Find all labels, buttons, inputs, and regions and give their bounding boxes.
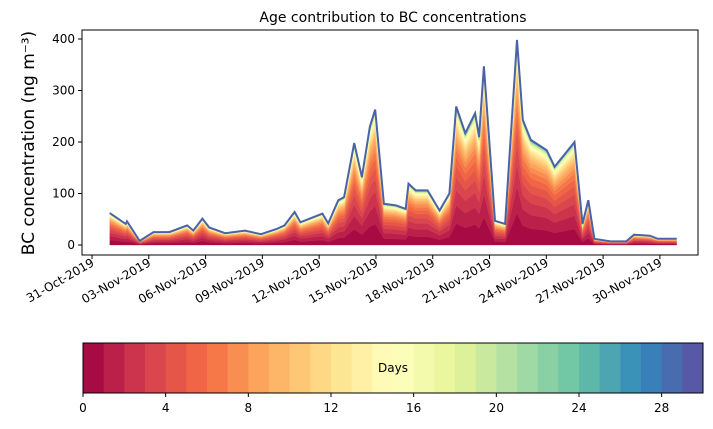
y-tick-label: 300 bbox=[52, 84, 75, 98]
colorbar-bin-17 bbox=[434, 343, 456, 393]
y-axis-label: BC concentration (ng m⁻³) bbox=[19, 31, 39, 255]
colorbar-bin-29 bbox=[682, 343, 704, 393]
colorbar-bin-9 bbox=[269, 343, 291, 393]
colorbar-bin-5 bbox=[186, 343, 208, 393]
colorbar-bin-19 bbox=[475, 343, 497, 393]
colorbar-tick-label: 0 bbox=[79, 401, 87, 415]
colorbar-bin-1 bbox=[103, 343, 125, 393]
colorbar-frame bbox=[82, 342, 704, 394]
colorbar-bin-13 bbox=[351, 343, 373, 393]
colorbar-bin-16 bbox=[413, 343, 435, 393]
colorbar-bin-26 bbox=[620, 343, 642, 393]
colorbar-bin-12 bbox=[331, 343, 353, 393]
colorbar: 0 4 8 12 16 20 24 28 bbox=[79, 342, 704, 415]
colorbar-bin-8 bbox=[248, 343, 270, 393]
colorbar-bin-28 bbox=[661, 343, 683, 393]
colorbar-bin-20 bbox=[496, 343, 518, 393]
colorbar-bin-24 bbox=[579, 343, 601, 393]
colorbar-tick-label: 28 bbox=[654, 401, 669, 415]
y-tick-label: 0 bbox=[67, 238, 75, 252]
colorbar-bin-7 bbox=[227, 343, 249, 393]
colorbar-tick-label: 24 bbox=[571, 401, 586, 415]
colorbar-bin-6 bbox=[207, 343, 229, 393]
colorbar-label: Days bbox=[378, 361, 408, 375]
colorbar-tick-label: 4 bbox=[162, 401, 170, 415]
colorbar-bin-21 bbox=[517, 343, 539, 393]
colorbar-tick-label: 8 bbox=[245, 401, 253, 415]
colorbar-bin-18 bbox=[455, 343, 477, 393]
colorbar-bin-23 bbox=[558, 343, 580, 393]
colorbar-bin-27 bbox=[641, 343, 663, 393]
colorbar-bin-2 bbox=[124, 343, 146, 393]
colorbar-bin-0 bbox=[83, 343, 105, 393]
colorbar-bin-3 bbox=[145, 343, 167, 393]
colorbar-bin-25 bbox=[599, 343, 621, 393]
y-tick-label: 100 bbox=[52, 187, 75, 201]
colorbar-bin-22 bbox=[537, 343, 559, 393]
colorbar-bin-10 bbox=[289, 343, 311, 393]
colorbar-bin-4 bbox=[165, 343, 187, 393]
colorbar-bin-14 bbox=[372, 343, 394, 393]
colorbar-tick-label: 12 bbox=[323, 401, 338, 415]
colorbar-tick-label: 16 bbox=[406, 401, 421, 415]
x-axis: 31-Oct-201903-Nov-201906-Nov-201909-Nov-… bbox=[24, 255, 664, 306]
y-axis: 0 100 200 300 400 bbox=[52, 32, 82, 252]
y-tick-label: 200 bbox=[52, 135, 75, 149]
colorbar-bin-15 bbox=[393, 343, 415, 393]
plot-area bbox=[109, 39, 677, 246]
chart-title: Age contribution to BC concentrations bbox=[259, 10, 526, 26]
colorbar-bin-11 bbox=[310, 343, 332, 393]
y-tick-label: 400 bbox=[52, 32, 75, 46]
total-line bbox=[109, 39, 677, 243]
colorbar-tick-label: 20 bbox=[489, 401, 504, 415]
